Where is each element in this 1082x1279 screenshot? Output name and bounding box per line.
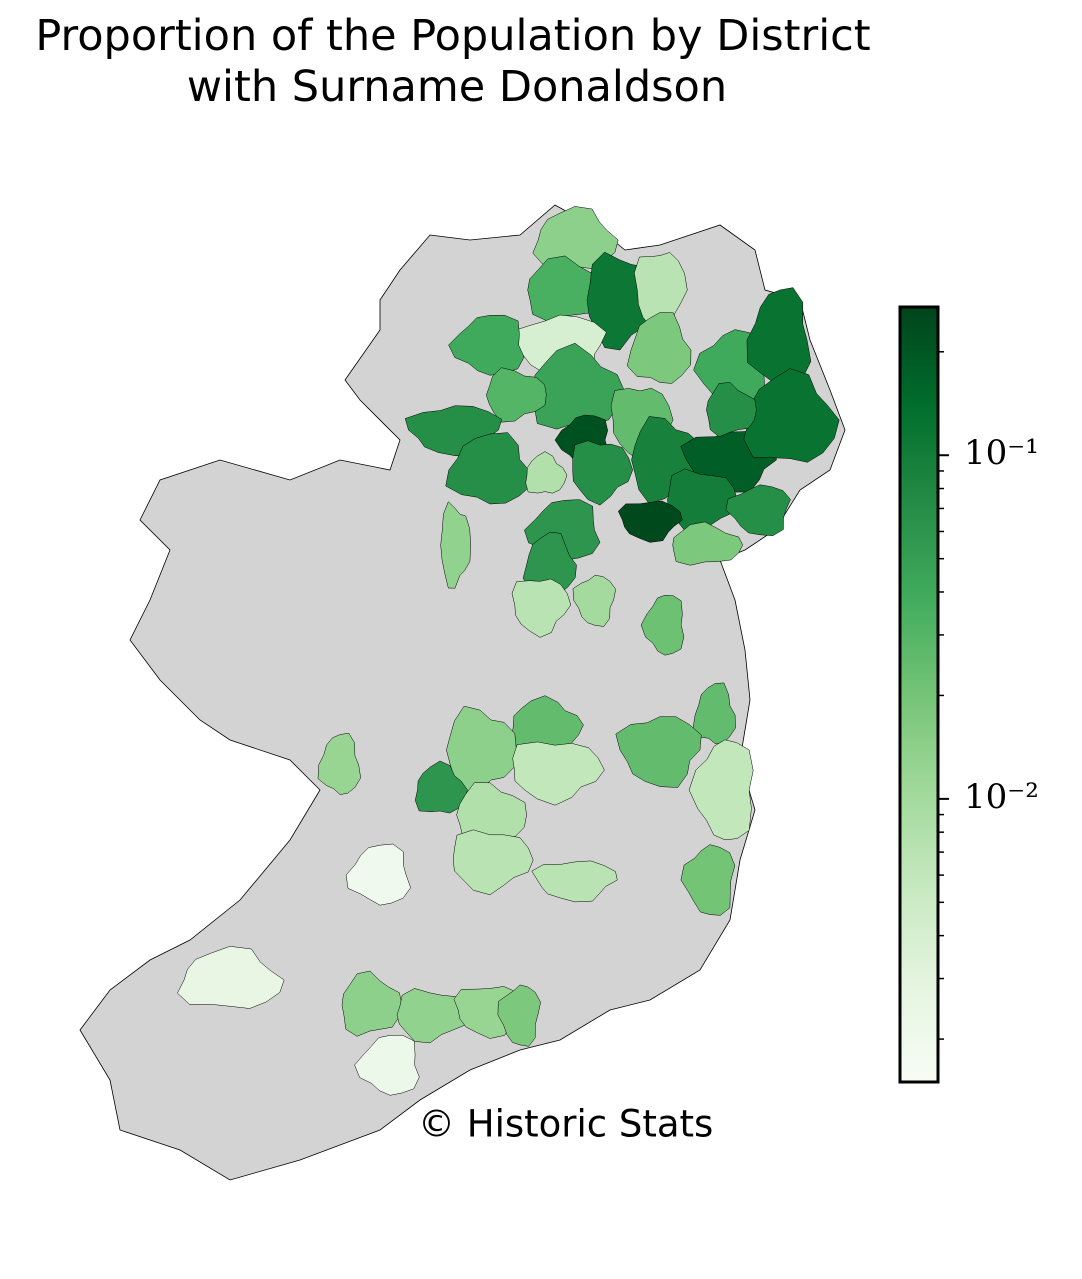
district [345, 843, 411, 906]
district [452, 829, 534, 896]
district [440, 501, 471, 589]
district [512, 741, 605, 806]
district [445, 432, 532, 505]
district [572, 575, 616, 627]
district [354, 1034, 420, 1096]
chart-title: with Surname Donaldson [187, 62, 727, 112]
district [672, 521, 743, 566]
district [486, 367, 547, 423]
colorbar-ticks: 10⁻¹ 10⁻² [938, 351, 1039, 1040]
district [617, 500, 683, 543]
district [572, 440, 633, 506]
tick-label: 10⁻¹ [964, 433, 1039, 473]
chart-title: Proportion of the Population by District [35, 11, 870, 61]
district [341, 970, 403, 1037]
district [640, 594, 685, 656]
district [317, 732, 361, 795]
district [414, 760, 468, 814]
districts [177, 206, 840, 1096]
colorbar [898, 305, 940, 1084]
tick-label: 10⁻² [964, 777, 1039, 817]
district [706, 382, 757, 437]
district [497, 984, 541, 1047]
district [531, 860, 618, 903]
district [396, 988, 468, 1044]
district [511, 578, 572, 638]
district [615, 716, 702, 788]
district [667, 468, 738, 535]
district [177, 946, 285, 1009]
district [688, 739, 754, 841]
district [525, 451, 568, 494]
district [446, 705, 517, 795]
district [725, 484, 791, 536]
district [680, 844, 736, 916]
copyright-note: © Historic Stats [418, 1103, 713, 1146]
district [626, 312, 692, 384]
